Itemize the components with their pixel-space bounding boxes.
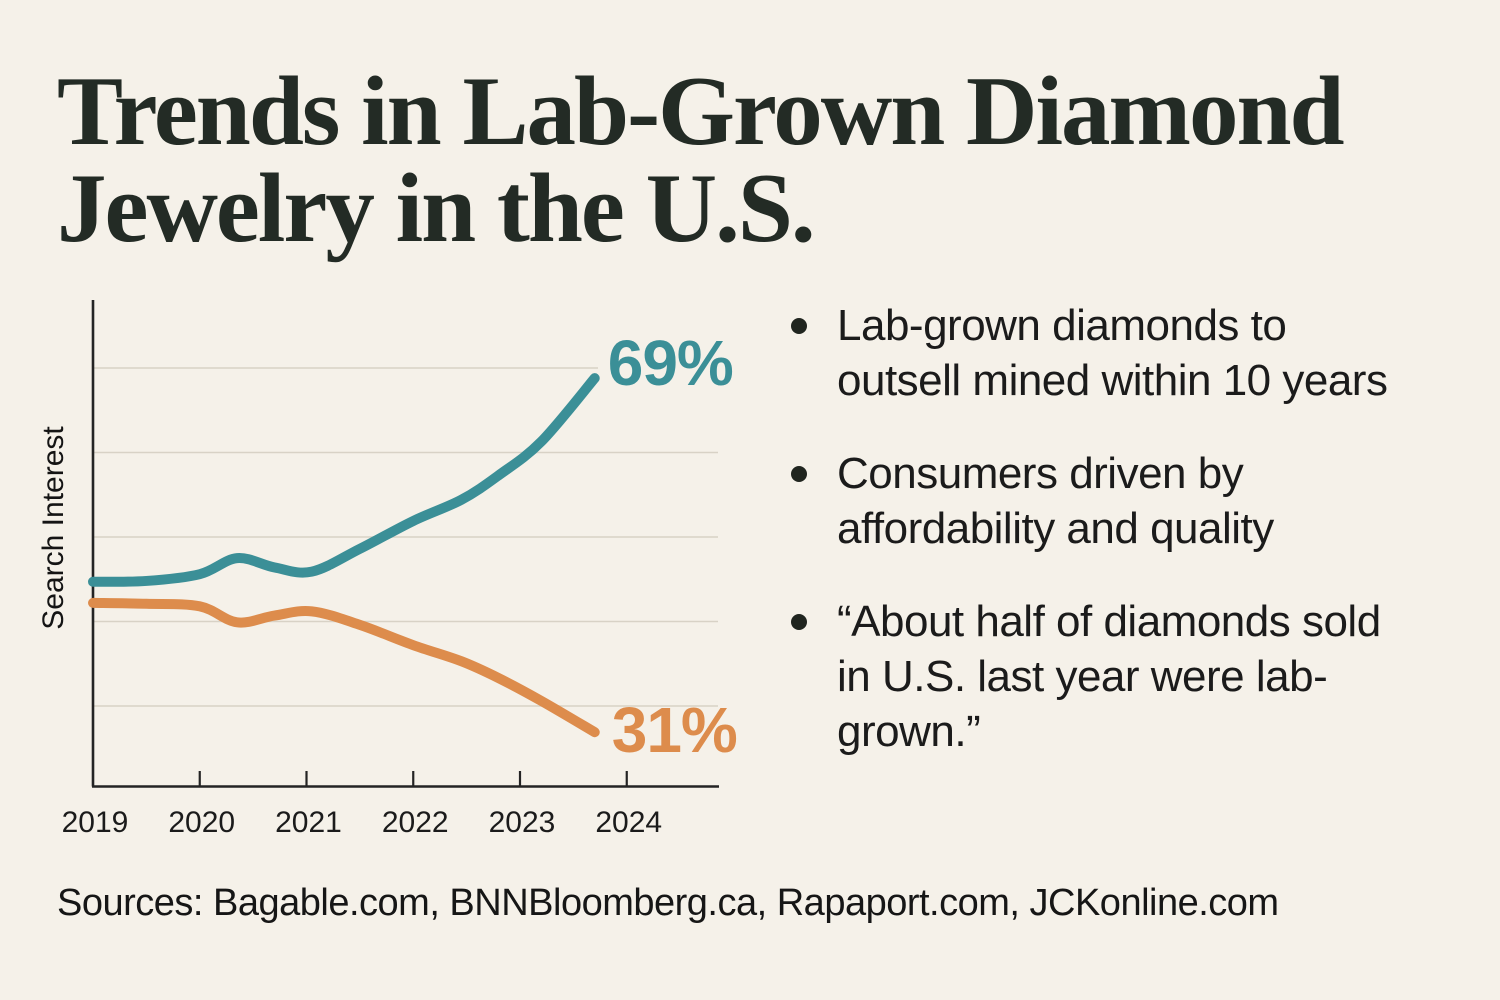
bullet-line: affordability and quality bbox=[837, 504, 1274, 553]
x-tick-label: 2021 bbox=[275, 806, 342, 839]
x-tick-label: 2024 bbox=[595, 806, 662, 839]
x-tick-label: 2020 bbox=[168, 806, 235, 839]
x-tick-label: 2023 bbox=[489, 806, 556, 839]
page-title-line-2: Jewelry in the U.S. bbox=[57, 154, 816, 263]
bullet-line: Lab-grown diamonds to bbox=[837, 301, 1287, 350]
series-line-lab-grown bbox=[88, 373, 600, 587]
page-title-line-1: Trends in Lab-Grown Diamond bbox=[57, 57, 1345, 166]
series-end-label-lab-grown: 69% bbox=[608, 327, 733, 399]
list-item: Lab-grown diamonds to outsell mined with… bbox=[791, 298, 1491, 408]
list-item: “About half of diamonds sold in U.S. las… bbox=[791, 594, 1491, 759]
bullet-line: outsell mined within 10 years bbox=[837, 356, 1388, 405]
key-points-list: Lab-grown diamonds to outsell mined with… bbox=[791, 298, 1491, 797]
list-item: Consumers driven by affordability and qu… bbox=[791, 446, 1491, 556]
bullet-text: Consumers driven by affordability and qu… bbox=[837, 446, 1274, 556]
y-axis-title: Search Interest bbox=[37, 426, 70, 630]
series-end-label-mined: 31% bbox=[612, 694, 737, 766]
bullet-text: Lab-grown diamonds to outsell mined with… bbox=[837, 298, 1388, 408]
bullet-dot-icon bbox=[791, 614, 807, 630]
bullet-text: “About half of diamonds sold in U.S. las… bbox=[837, 594, 1381, 759]
series-line-mined bbox=[88, 597, 600, 738]
x-tick-label: 2019 bbox=[62, 806, 129, 839]
bullet-dot-icon bbox=[791, 318, 807, 334]
bullet-line: in U.S. last year were lab- bbox=[837, 652, 1328, 701]
x-tick-label: 2022 bbox=[382, 806, 449, 839]
bullet-line: “About half of diamonds sold bbox=[837, 597, 1381, 646]
sources-note: Sources: Bagable.com, BNNBloomberg.ca, R… bbox=[57, 882, 1279, 924]
bullet-line: grown.” bbox=[837, 707, 981, 756]
bullet-line: Consumers driven by bbox=[837, 449, 1244, 498]
page-title: Trends in Lab-Grown Diamond Jewelry in t… bbox=[57, 57, 1345, 263]
bullet-dot-icon bbox=[791, 466, 807, 482]
